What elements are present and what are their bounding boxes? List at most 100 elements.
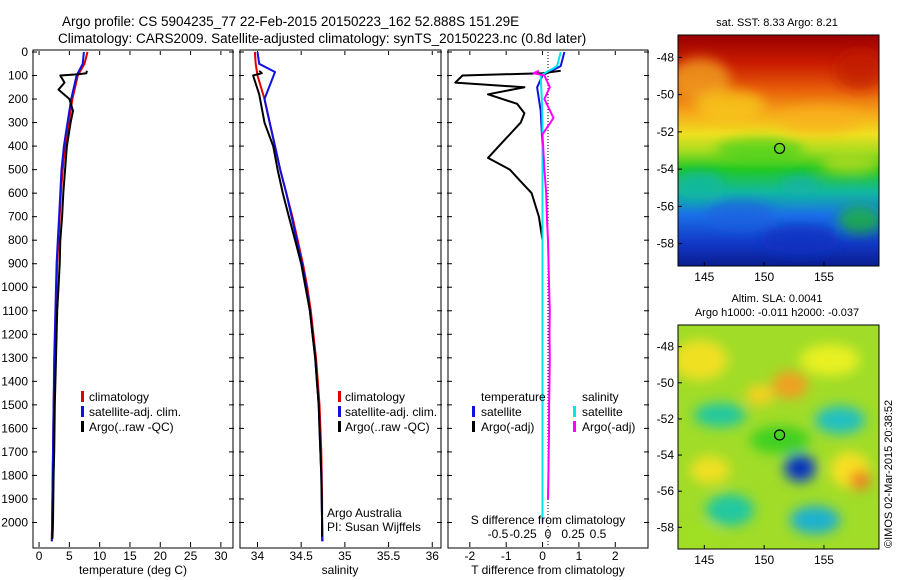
depth-tick-label: 1700	[1, 445, 28, 459]
x-tick-label: -1	[501, 549, 512, 563]
lon-tick-label: 150	[754, 270, 774, 284]
legend-salinity-header: salinity	[582, 390, 619, 404]
s-tick-label: 0.5	[590, 527, 607, 541]
depth-tick-label: 500	[8, 163, 28, 177]
x-tick-label: 34	[251, 549, 265, 563]
legend-satellite-swatch	[338, 406, 341, 417]
temperature-legend: climatology satellite-adj. clim. Argo(..…	[81, 390, 181, 434]
legend-s-argo-swatch	[573, 421, 576, 432]
temperature-panel: 0100200300400500600700800900100011001200…	[1, 45, 234, 577]
lat-tick-label: -48	[657, 340, 675, 354]
legend-t-satellite-label: satellite	[481, 405, 522, 419]
difference-legend: temperature satellite Argo(-adj) salinit…	[472, 390, 635, 434]
salinity-panel: 34 34.5 35 35.5 36 salinity climatology sate…	[239, 49, 442, 577]
x-tick-label: -2	[464, 549, 475, 563]
difference-series	[454, 51, 566, 523]
legend-climatology-label: climatology	[345, 390, 405, 404]
data-provider-annotation: Argo Australia	[327, 506, 402, 520]
lat-tick-label: -54	[657, 448, 675, 462]
depth-tick-label: 600	[8, 186, 28, 200]
sst-heatmap	[678, 35, 879, 266]
x-tick-label: 5	[66, 549, 73, 563]
sla-map-panel: Altim. SLA: 0.0041 Argo h1000: -0.011 h2…	[657, 293, 880, 567]
t-difference-axis-label: T difference from climatology	[471, 563, 625, 577]
credit-timestamp: ©IMOS 02-Mar-2015 20:38:52	[883, 400, 895, 548]
lon-tick-label: 155	[814, 553, 834, 567]
depth-tick-label: 300	[8, 116, 28, 130]
x-tick-label: 20	[154, 549, 168, 563]
depth-axis-ticks: 0 100 200 300 400 500 600 700 800 900 1000 1100 1200…	[1, 45, 234, 529]
lat-tick-label: -56	[657, 199, 675, 213]
x-tick-label: 34.5	[289, 549, 313, 563]
depth-tick-label: 1200	[1, 327, 28, 341]
lat-tick-label: -52	[657, 412, 675, 426]
sla-heatmap	[678, 325, 879, 549]
lat-tick-label: -50	[657, 88, 675, 102]
legend-t-argo-swatch	[472, 421, 475, 432]
salinity-depth-ticks	[239, 51, 442, 523]
x-tick-label: 2	[612, 549, 619, 563]
legend-s-satellite-label: satellite	[582, 405, 623, 419]
series-line	[252, 70, 324, 537]
legend-t-argo-label: Argo(-adj)	[481, 420, 534, 434]
salinity-axis-ticks: 34 34.5 35 35.5 36	[251, 51, 439, 563]
depth-tick-label: 100	[8, 69, 28, 83]
s-difference-axis-label: S difference from climatology	[471, 513, 626, 527]
depth-tick-label: 400	[8, 139, 28, 153]
legend-argo-label: Argo(..raw -QC)	[89, 420, 174, 434]
depth-tick-label: 1900	[1, 492, 28, 506]
depth-tick-label: 0	[21, 45, 28, 59]
lat-tick-label: -52	[657, 125, 675, 139]
legend-climatology-label: climatology	[89, 390, 149, 404]
series-line	[539, 51, 562, 523]
salinity-series	[252, 51, 324, 542]
legend-climatology-swatch	[81, 391, 84, 402]
sst-map-title: sat. SST: 8.33 Argo: 8.21	[716, 17, 838, 29]
sst-map-panel: sat. SST: 8.33 Argo: 8.21 145 150 155 -48 -5…	[657, 17, 880, 284]
lon-tick-label: 145	[694, 270, 714, 284]
difference-depth-ticks	[447, 51, 649, 523]
legend-t-satellite-swatch	[472, 406, 475, 417]
x-tick-label: 10	[93, 549, 107, 563]
legend-argo-swatch	[81, 421, 84, 432]
temperature-series	[50, 51, 89, 542]
depth-tick-label: 1100	[2, 304, 28, 318]
s-difference-axis-ticks: -0.5 -0.25 0 0.25 0.5	[488, 527, 607, 541]
series-line	[532, 69, 555, 500]
legend-temperature-header: temperature	[481, 390, 546, 404]
argo-location-marker	[773, 142, 786, 155]
lon-tick-label: 150	[754, 553, 774, 567]
lat-tick-label: -54	[657, 162, 675, 176]
sst-map-axis-ticks: 145 150 155 -48 -50 -52 -54 -56 -58	[657, 50, 835, 284]
sla-map-axis-ticks: 145 150 155 -48 -50 -52 -54 -56 -58	[657, 340, 835, 567]
legend-satellite-label: satellite-adj. clim.	[89, 405, 181, 419]
depth-tick-label: 1400	[1, 374, 28, 388]
t-difference-axis-ticks: -2 -1 0 1 2	[464, 51, 619, 563]
pi-annotation: PI: Susan Wijffels	[327, 520, 421, 534]
depth-tick-label: 1000	[1, 280, 28, 294]
lat-tick-label: -48	[657, 50, 675, 64]
depth-tick-label: 900	[8, 257, 28, 271]
series-line	[51, 70, 88, 539]
legend-s-argo-label: Argo(-adj)	[582, 420, 635, 434]
depth-tick-label: 2000	[1, 515, 28, 529]
x-tick-label: 15	[123, 549, 137, 563]
legend-climatology-swatch	[338, 391, 341, 402]
x-tick-label: 0	[36, 549, 43, 563]
series-line	[50, 51, 85, 542]
temperature-axis-ticks: 0 5 10 15 20 25 30	[36, 51, 228, 563]
figure-title-line1: Argo profile: CS 5904235_77 22-Feb-2015 …	[62, 14, 519, 29]
legend-argo-swatch	[338, 421, 341, 432]
depth-tick-label: 700	[8, 210, 28, 224]
s-tick-label: -0.25	[509, 527, 537, 541]
depth-tick-label: 800	[8, 233, 28, 247]
salinity-legend: climatology satellite-adj. clim. Argo(..…	[338, 390, 437, 434]
lat-tick-label: -56	[657, 484, 675, 498]
depth-tick-label: 1600	[1, 421, 28, 435]
legend-satellite-label: satellite-adj. clim.	[345, 405, 437, 419]
lat-tick-label: -58	[657, 520, 675, 534]
figure-title-line2: Climatology: CARS2009. Satellite-adjuste…	[58, 31, 586, 46]
legend-argo-label: Argo(..raw -QC)	[345, 420, 430, 434]
lat-tick-label: -50	[657, 376, 675, 390]
depth-tick-label: 1300	[1, 351, 28, 365]
